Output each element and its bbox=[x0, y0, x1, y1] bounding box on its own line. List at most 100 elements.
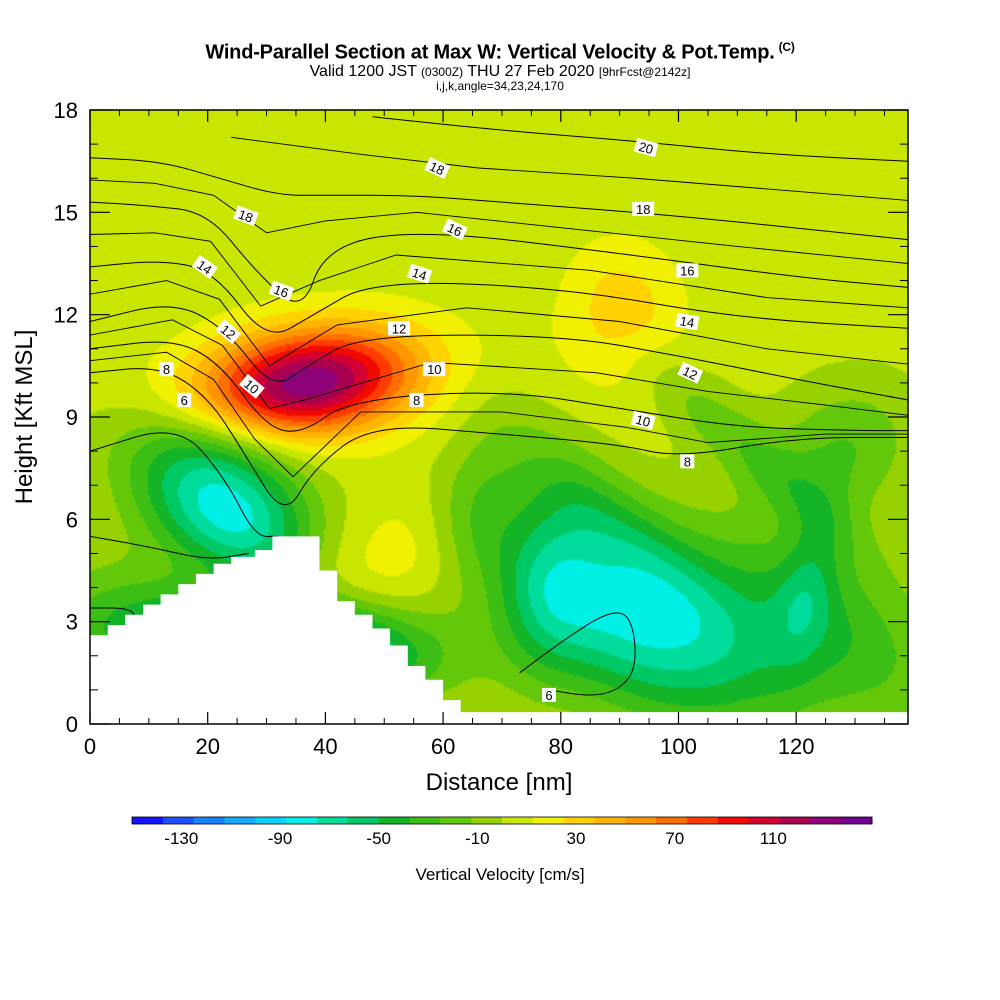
contour-label-bg bbox=[268, 280, 295, 302]
contour-label-bg bbox=[233, 205, 259, 227]
contour-label: 10 bbox=[423, 362, 446, 377]
contour-label-bg bbox=[215, 319, 242, 345]
contour-label-bg bbox=[630, 410, 656, 431]
x-tick-label: 40 bbox=[313, 734, 337, 759]
colorbar-swatch bbox=[502, 817, 534, 824]
contour-label: 18 bbox=[424, 157, 451, 179]
contour-label-bg bbox=[191, 254, 218, 279]
contour-label-text: 20 bbox=[637, 139, 655, 157]
chart-title: Wind-Parallel Section at Max W: Vertical… bbox=[0, 36, 1000, 64]
contour-label-text: 18 bbox=[636, 202, 650, 217]
contour-label-text: 16 bbox=[272, 282, 291, 301]
contour-label-text: 12 bbox=[392, 321, 406, 336]
contour-label-bg bbox=[238, 373, 265, 399]
contour-label: 20 bbox=[633, 137, 659, 158]
y-tick-label: 15 bbox=[54, 200, 78, 225]
copyright-mark: (C) bbox=[778, 40, 795, 54]
colorbar-tick-label: 110 bbox=[760, 829, 787, 848]
contour-label-text: 16 bbox=[445, 220, 464, 240]
contour-label-bg bbox=[675, 312, 700, 331]
theta-contour-6 bbox=[90, 607, 138, 622]
terrain bbox=[90, 536, 908, 724]
colorbar-tick-label: 70 bbox=[665, 829, 684, 848]
contour-label-text: 14 bbox=[410, 265, 428, 284]
theta-contour-minor bbox=[90, 232, 908, 309]
theta-contour-6 bbox=[90, 432, 279, 537]
contour-label-bg bbox=[632, 201, 655, 216]
contour-label-text: 8 bbox=[413, 393, 420, 408]
x-tick-label: 60 bbox=[431, 734, 455, 759]
contour-label: 10 bbox=[630, 410, 656, 431]
contour-label: 16 bbox=[268, 280, 295, 302]
title-block: Wind-Parallel Section at Max W: Vertical… bbox=[0, 36, 1000, 92]
colorbar-swatch bbox=[687, 817, 719, 824]
contour-label-bg bbox=[159, 362, 174, 377]
contour-label-text: 12 bbox=[680, 363, 699, 383]
y-tick-label: 0 bbox=[66, 712, 78, 737]
contour-label: 10 bbox=[238, 373, 265, 399]
theta-contour-6 bbox=[90, 535, 249, 559]
contour-label: 16 bbox=[441, 218, 468, 241]
contour-label: 16 bbox=[676, 263, 699, 278]
colorbar-tick-label: -90 bbox=[268, 829, 293, 848]
colorbar-swatch bbox=[409, 817, 441, 824]
colorbar-swatch bbox=[224, 817, 256, 824]
chart-title-text: Wind-Parallel Section at Max W: Vertical… bbox=[205, 41, 775, 64]
contour-label: 12 bbox=[677, 361, 704, 384]
colorbar-swatch bbox=[810, 817, 842, 824]
colorbar-frame bbox=[131, 816, 873, 825]
x-tick-label: 20 bbox=[195, 734, 219, 759]
colorbar-swatch bbox=[532, 817, 565, 824]
contour-label: 6 bbox=[177, 392, 192, 408]
contour-label-bg bbox=[424, 157, 451, 179]
colorbar-swatch bbox=[656, 817, 688, 824]
contour-label-text: 18 bbox=[236, 207, 255, 226]
x-tick-label: 80 bbox=[549, 734, 573, 759]
x-axis-title: Distance [nm] bbox=[426, 769, 573, 796]
theta-contour-8 bbox=[90, 368, 908, 506]
theta-contour-minor bbox=[90, 179, 908, 264]
theta-contour-10 bbox=[90, 341, 908, 432]
colorbar-swatch bbox=[193, 817, 225, 824]
valid-utc: (0300Z) bbox=[421, 64, 464, 79]
contour-label-bg bbox=[388, 321, 410, 336]
contour-label-text: 8 bbox=[163, 362, 170, 377]
colorbar-tick-label: 30 bbox=[567, 829, 586, 848]
contour-label-text: 14 bbox=[194, 257, 214, 278]
colorbar: -130 -90 -50 -10 30 70 110 bbox=[131, 816, 873, 848]
colorbar-tick-label: -50 bbox=[366, 829, 391, 848]
colorbar-swatch bbox=[594, 817, 626, 824]
theta-contour-minor bbox=[90, 351, 908, 478]
theta-contour-minor bbox=[90, 319, 908, 416]
contour-label-bg bbox=[177, 392, 192, 407]
contour-label-text: 6 bbox=[545, 688, 552, 703]
contour-label: 18 bbox=[632, 201, 655, 217]
contour-label-text: 8 bbox=[684, 454, 691, 469]
contour-label-bg bbox=[406, 263, 433, 284]
valid-date: THU 27 Feb 2020 bbox=[467, 62, 595, 80]
contour-label-bg bbox=[676, 263, 699, 278]
contour-label: 8 bbox=[680, 454, 695, 469]
contour-label: 14 bbox=[191, 254, 218, 279]
colorbar-title: Vertical Velocity [cm/s] bbox=[415, 865, 584, 884]
y-tick-label: 12 bbox=[54, 303, 78, 328]
y-tick-label: 3 bbox=[66, 610, 78, 635]
contour-label-bg bbox=[441, 218, 468, 241]
contour-label-text: 14 bbox=[679, 313, 696, 330]
colorbar-swatch bbox=[779, 817, 811, 824]
x-tick-label: 120 bbox=[778, 734, 815, 759]
plot-area: 6 8 10 12 14 16 18 8 10 12 14 16 18 6 10 8 12 14 16 18 20 bbox=[89, 109, 909, 725]
theta-contour-12 bbox=[90, 306, 908, 401]
contour-label-text: 10 bbox=[634, 412, 652, 430]
contour-label: 8 bbox=[409, 392, 424, 408]
colorbar-swatch bbox=[378, 817, 410, 824]
axes: 0 20 40 60 80 100 120 0 3 6 9 12 15 18 bbox=[54, 98, 908, 759]
contour-label-text: 18 bbox=[427, 159, 446, 179]
theta-contour-6 bbox=[519, 612, 636, 696]
chart-subtitle: Valid 1200 JST (0300Z) THU 27 Feb 2020 [… bbox=[0, 62, 1000, 80]
contour-label: 14 bbox=[406, 263, 433, 284]
colorbar-swatch bbox=[563, 817, 595, 824]
y-axis-title: Height [Kft MSL] bbox=[11, 330, 38, 505]
contour-label-bg bbox=[677, 361, 704, 384]
